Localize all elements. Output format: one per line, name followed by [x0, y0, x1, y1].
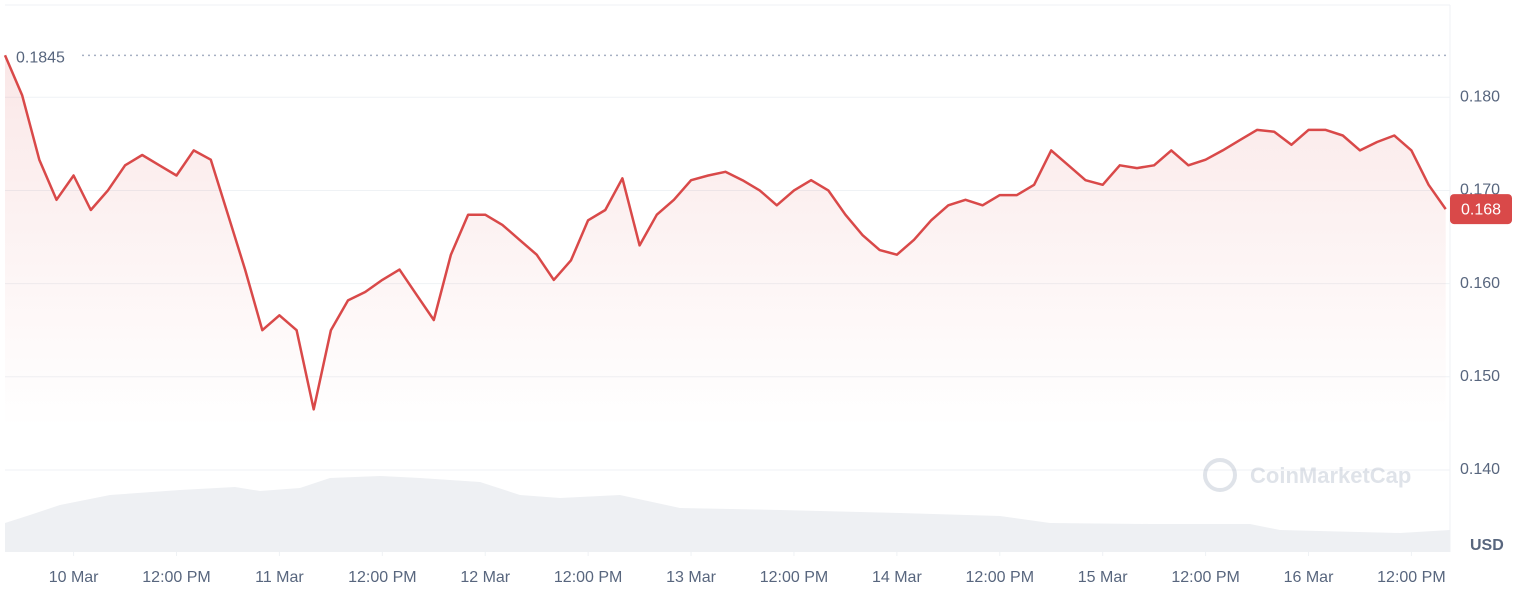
x-tick-label: 11 Mar	[255, 569, 304, 586]
watermark-logo	[1203, 458, 1237, 492]
x-tick-label: 12:00 PM	[966, 569, 1034, 586]
watermark: CoinMarketCap	[1203, 458, 1411, 492]
x-tick-label: 12:00 PM	[348, 569, 416, 586]
x-tick-label: 12:00 PM	[1377, 569, 1445, 586]
x-tick-label: 12:00 PM	[142, 569, 210, 586]
x-tick-label: 12 Mar	[460, 569, 510, 586]
open-price-label: 0.1845	[16, 50, 65, 67]
x-tick-label: 12:00 PM	[760, 569, 828, 586]
watermark-text: CoinMarketCap	[1250, 463, 1411, 488]
x-tick-label: 12:00 PM	[554, 569, 622, 586]
y-tick-label: 0.160	[1460, 275, 1500, 292]
price-area	[5, 55, 1446, 553]
x-tick-label: 14 Mar	[872, 569, 922, 586]
y-tick-label: 0.150	[1460, 368, 1500, 385]
x-tick-label: 10 Mar	[49, 569, 99, 586]
y-tick-label: 0.180	[1460, 88, 1500, 105]
currency-label: USD	[1470, 537, 1504, 554]
x-tick-label: 13 Mar	[666, 569, 716, 586]
last-price-label: 0.168	[1461, 201, 1501, 218]
y-tick-label: 0.140	[1460, 461, 1500, 478]
x-tick-label: 15 Mar	[1078, 569, 1128, 586]
last-price-box	[1450, 194, 1512, 225]
x-tick-label: 16 Mar	[1284, 569, 1334, 586]
price-line	[3, 54, 1447, 411]
x-tick-label: 12:00 PM	[1171, 569, 1239, 586]
